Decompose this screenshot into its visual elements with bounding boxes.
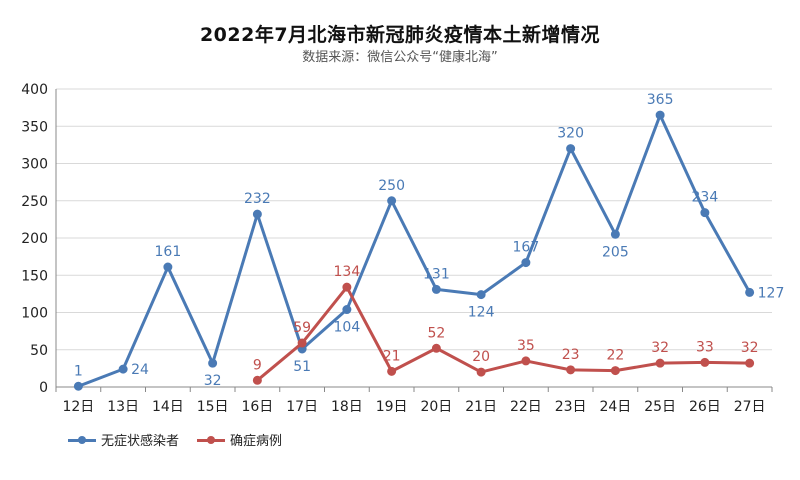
data-point-0 xyxy=(252,209,262,219)
y-tick-label: 150 xyxy=(21,268,48,284)
data-label-0: 161 xyxy=(155,244,182,260)
x-tick-label: 12日 xyxy=(62,399,94,415)
data-label-0: 365 xyxy=(647,92,674,108)
data-point-0 xyxy=(208,358,218,368)
x-tick-label: 19日 xyxy=(376,399,408,415)
data-point-1 xyxy=(655,358,665,368)
data-point-1 xyxy=(700,357,710,367)
data-point-1 xyxy=(342,282,352,292)
data-label-1: 32 xyxy=(741,340,759,356)
x-tick-label: 15日 xyxy=(197,399,229,415)
data-label-0: 250 xyxy=(378,178,405,194)
data-label-1: 21 xyxy=(383,348,401,364)
data-label-1: 23 xyxy=(562,347,580,363)
data-point-0 xyxy=(342,305,352,315)
data-point-0 xyxy=(745,287,755,297)
chart-subtitle: 数据来源：微信公众号“健康北海” xyxy=(302,50,498,65)
data-label-1: 22 xyxy=(606,348,624,364)
data-label-0: 205 xyxy=(602,244,629,260)
data-label-0: 1 xyxy=(74,363,83,379)
data-point-0 xyxy=(118,364,128,374)
data-label-1: 59 xyxy=(293,320,311,336)
chart-legend: 无症状感染者 确症病例 xyxy=(68,430,282,449)
data-label-1: 52 xyxy=(427,325,445,341)
x-tick-label: 16日 xyxy=(241,399,273,415)
data-point-1 xyxy=(431,343,441,353)
data-label-0: 51 xyxy=(293,359,311,375)
data-label-0: 234 xyxy=(692,190,719,206)
data-point-1 xyxy=(610,366,620,376)
legend-label-confirmed: 确症病例 xyxy=(230,434,283,449)
x-tick-label: 18日 xyxy=(331,399,363,415)
y-tick-label: 300 xyxy=(21,157,48,173)
x-tick-label: 14日 xyxy=(152,399,184,415)
y-tick-label: 200 xyxy=(21,231,48,247)
x-tick-label: 22日 xyxy=(510,399,542,415)
series-line-0 xyxy=(77,113,751,388)
series-line-1 xyxy=(256,285,750,382)
data-label-0: 232 xyxy=(244,191,271,207)
legend-swatch-asymptomatic xyxy=(68,434,96,446)
chart-title: 2022年7月北海市新冠肺炎疫情本土新增情况 xyxy=(199,24,601,46)
data-point-0 xyxy=(566,144,576,154)
data-label-1: 35 xyxy=(517,338,535,354)
data-label-0: 124 xyxy=(468,305,495,321)
x-tick-label: 27日 xyxy=(734,399,766,415)
y-tick-label: 250 xyxy=(21,194,48,210)
y-tick-label: 350 xyxy=(21,119,48,135)
y-tick-label: 50 xyxy=(30,343,48,359)
data-label-1: 9 xyxy=(253,357,262,373)
y-tick-label: 100 xyxy=(21,306,48,322)
data-point-1 xyxy=(387,366,397,376)
data-point-1 xyxy=(745,358,755,368)
data-point-0 xyxy=(431,284,441,294)
data-point-1 xyxy=(476,367,486,377)
data-label-0: 32 xyxy=(204,373,222,389)
data-label-1: 33 xyxy=(696,339,714,355)
data-label-0: 167 xyxy=(513,240,540,256)
data-point-0 xyxy=(73,381,83,391)
x-tick-label: 24日 xyxy=(599,399,631,415)
data-point-0 xyxy=(476,290,486,300)
x-tick-label: 25日 xyxy=(644,399,676,415)
data-point-0 xyxy=(700,208,710,218)
legend-label-asymptomatic: 无症状感染者 xyxy=(101,434,180,449)
x-tick-label: 13日 xyxy=(107,399,139,415)
x-tick-label: 23日 xyxy=(555,399,587,415)
x-tick-label: 21日 xyxy=(465,399,497,415)
data-label-1: 134 xyxy=(334,264,361,280)
data-point-1 xyxy=(566,365,576,375)
data-label-1: 32 xyxy=(651,340,669,356)
data-point-0 xyxy=(521,258,531,268)
y-tick-label: 0 xyxy=(39,380,48,396)
data-label-1: 20 xyxy=(472,349,490,365)
data-point-0 xyxy=(163,262,173,272)
data-point-0 xyxy=(655,110,665,120)
data-label-0: 24 xyxy=(131,362,149,378)
data-label-0: 320 xyxy=(557,126,584,142)
legend-swatch-confirmed xyxy=(197,434,226,446)
x-tick-label: 20日 xyxy=(420,399,452,415)
legend-item-asymptomatic[interactable]: 无症状感染者 xyxy=(68,430,179,449)
data-label-0: 131 xyxy=(423,266,450,282)
data-point-1 xyxy=(252,375,262,385)
x-tick-label: 17日 xyxy=(286,399,318,415)
data-point-0 xyxy=(610,229,620,239)
y-tick-label: 400 xyxy=(21,82,48,98)
data-label-0: 104 xyxy=(334,320,361,336)
data-point-1 xyxy=(521,356,531,366)
data-point-0 xyxy=(387,196,397,206)
data-point-1 xyxy=(297,338,307,348)
x-tick-label: 26日 xyxy=(689,399,721,415)
legend-item-confirmed[interactable]: 确症病例 xyxy=(197,430,282,449)
data-label-0: 127 xyxy=(758,285,785,301)
